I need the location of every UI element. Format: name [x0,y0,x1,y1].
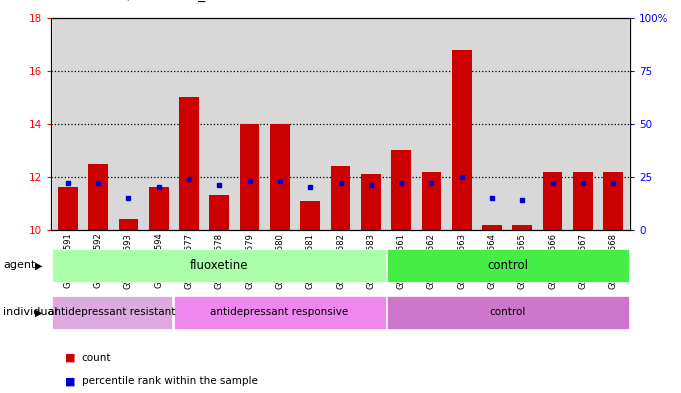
Bar [52,296,172,329]
Text: ■: ■ [65,376,75,386]
Text: antidepressant resistant: antidepressant resistant [48,307,176,318]
Bar [179,97,199,230]
Bar [240,124,259,230]
Bar [210,195,229,230]
Text: ■: ■ [65,353,75,363]
Bar [543,171,563,230]
Bar [387,249,629,282]
Text: count: count [82,353,111,363]
Text: GDS5307 / 1457514_at: GDS5307 / 1457514_at [58,0,219,2]
Bar [482,224,502,230]
Bar [392,150,411,230]
Bar [331,166,350,230]
Bar [513,224,532,230]
Bar [174,296,385,329]
Bar [361,174,381,230]
Bar [422,171,441,230]
Bar [452,50,471,230]
Bar [270,124,289,230]
Text: ▶: ▶ [35,307,43,318]
Bar [300,201,320,230]
Bar [118,219,138,230]
Bar [387,296,629,329]
Text: antidepressant responsive: antidepressant responsive [210,307,349,318]
Text: ▶: ▶ [35,260,43,270]
Text: control: control [490,307,526,318]
Text: control: control [488,259,528,272]
Bar [89,163,108,230]
Bar [52,249,385,282]
Bar [573,171,592,230]
Text: individual: individual [3,307,58,318]
Bar [58,187,78,230]
Bar [149,187,168,230]
Text: percentile rank within the sample: percentile rank within the sample [82,376,257,386]
Text: agent: agent [3,260,36,270]
Bar [603,171,623,230]
Text: fluoxetine: fluoxetine [189,259,248,272]
